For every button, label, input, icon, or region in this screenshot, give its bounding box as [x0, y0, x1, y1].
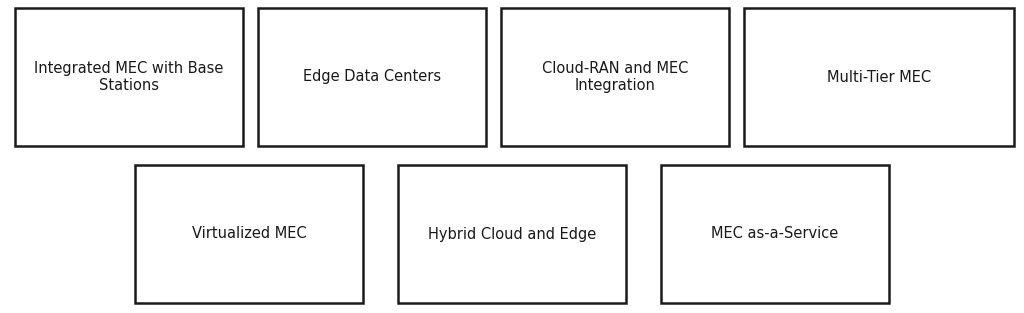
- Text: Hybrid Cloud and Edge: Hybrid Cloud and Edge: [428, 227, 596, 242]
- Text: Cloud-RAN and MEC
Integration: Cloud-RAN and MEC Integration: [542, 61, 688, 93]
- Text: Virtualized MEC: Virtualized MEC: [191, 227, 306, 242]
- Bar: [744, 8, 1014, 146]
- Text: Multi-Tier MEC: Multi-Tier MEC: [827, 69, 931, 85]
- Bar: [258, 8, 486, 146]
- Bar: [501, 8, 729, 146]
- Text: Edge Data Centers: Edge Data Centers: [303, 69, 441, 85]
- Text: Integrated MEC with Base
Stations: Integrated MEC with Base Stations: [35, 61, 223, 93]
- Bar: [398, 165, 626, 303]
- Text: MEC as-a-Service: MEC as-a-Service: [712, 227, 839, 242]
- Bar: [662, 165, 889, 303]
- Bar: [135, 165, 362, 303]
- Bar: [15, 8, 243, 146]
